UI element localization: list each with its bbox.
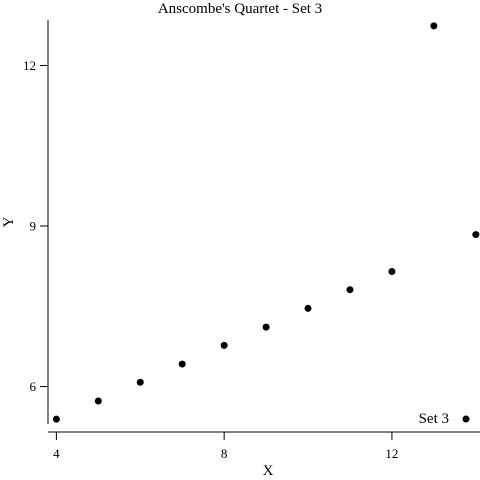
data-point	[388, 267, 396, 275]
y-tick-label: 6	[30, 379, 37, 394]
chart-title: Anscombe's Quartet - Set 3	[158, 1, 322, 17]
legend-marker	[462, 415, 470, 423]
y-tick-label: 9	[30, 219, 37, 234]
data-points	[52, 22, 480, 423]
data-point	[262, 323, 270, 331]
data-point	[178, 360, 186, 368]
legend-label: Set 3	[419, 411, 449, 427]
x-tick-label: 4	[53, 446, 60, 461]
x-axis-ticks: 4 8 12	[53, 432, 398, 461]
data-point	[220, 341, 228, 349]
x-tick-label: 8	[221, 446, 228, 461]
data-point	[136, 378, 144, 386]
data-point	[94, 397, 102, 405]
data-point	[52, 415, 60, 423]
x-axis-title: X	[263, 463, 274, 479]
data-point	[346, 286, 354, 294]
data-point	[472, 231, 480, 239]
data-point	[430, 22, 438, 30]
x-tick-label: 12	[385, 446, 398, 461]
y-tick-label: 12	[23, 58, 36, 73]
data-point	[304, 304, 312, 312]
y-axis-title: Y	[1, 216, 17, 227]
y-axis-ticks: 6 9 12	[23, 58, 48, 394]
